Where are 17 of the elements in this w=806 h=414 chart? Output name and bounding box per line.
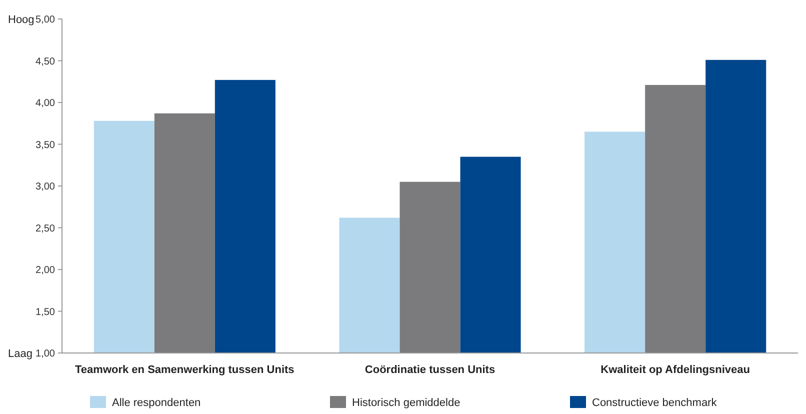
y-tick-label: 3,00 — [36, 182, 56, 192]
x-tick-label: Kwaliteit op Afdelingsniveau — [600, 364, 750, 376]
y-tick-label: 1,00 — [36, 348, 56, 360]
x-tick-label: Teamwork en Samenwerking tussen Units — [75, 364, 294, 376]
text: Laag — [8, 348, 32, 360]
legend-label: Constructieve benchmark — [592, 397, 718, 409]
legend-label: Alle respondenten — [112, 397, 201, 409]
y-tick-label: 2,00 — [36, 265, 56, 276]
x-tick-label: Coördinatie tussen Units — [364, 364, 496, 376]
y-tick-label: 4,00 — [36, 98, 56, 109]
legend-label: Historisch gemiddelde — [352, 397, 460, 409]
y-tick-label: 4,50 — [36, 56, 56, 68]
y-tick-label: 2,50 — [36, 223, 56, 234]
y-tick-label: 1,50 — [36, 306, 56, 318]
y-tick-label: 3,50 — [36, 140, 56, 151]
text: Hoog — [8, 14, 34, 26]
y-tick-label: 5,00 — [36, 14, 56, 26]
